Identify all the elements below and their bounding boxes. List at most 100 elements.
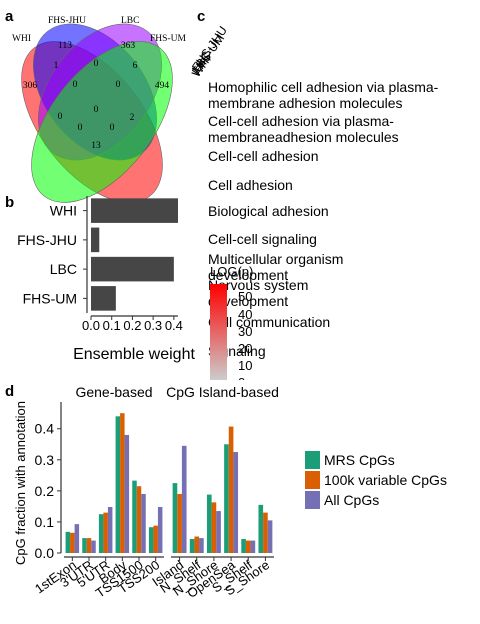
panel-label-b: b xyxy=(5,194,14,211)
venn-count: 0 xyxy=(73,80,78,90)
y-tick-label: 0.1 xyxy=(35,514,55,530)
venn-count: 0 xyxy=(94,59,99,69)
bar xyxy=(199,538,204,553)
bar xyxy=(228,426,234,553)
bar xyxy=(148,527,154,553)
venn-count: 0 xyxy=(94,105,99,115)
bar xyxy=(86,538,92,553)
venn-diagram xyxy=(21,23,173,203)
venn-count: 494 xyxy=(155,81,170,91)
go-term-label: development xyxy=(208,267,288,283)
series-legend: MRS CpGs 100k variable CpGs All CpGs xyxy=(305,451,447,509)
bar xyxy=(70,532,75,553)
legend-label: All CpGs xyxy=(324,492,379,508)
y-tick-label: LBC xyxy=(50,261,77,277)
y-tick-label: WHI xyxy=(50,203,77,219)
bar xyxy=(103,512,108,553)
bar xyxy=(177,493,182,553)
go-term-label: Biological adhesion xyxy=(208,203,329,219)
go-term-label: Multicellular organism xyxy=(208,251,343,267)
venn-count: 1 xyxy=(54,61,59,71)
venn-label-fhs-jhu: FHS-JHU xyxy=(48,16,86,26)
venn-label-fhs-um: FHS-UM xyxy=(150,34,186,44)
x-axis-title: Ensemble weight xyxy=(73,346,195,363)
x-tick-label: 0.2 xyxy=(123,318,141,333)
venn-set-fhs-um xyxy=(31,41,173,203)
legend-label: MRS CpGs xyxy=(324,452,395,468)
x-tick-label: 0.3 xyxy=(144,318,162,333)
bar xyxy=(241,539,246,553)
legend-swatch-all xyxy=(305,491,320,509)
bar xyxy=(194,536,200,553)
bar xyxy=(91,227,100,253)
bar xyxy=(91,198,178,223)
bar xyxy=(115,416,121,553)
go-term-label: membrane adhesion molecules xyxy=(208,95,403,111)
bar xyxy=(224,444,229,553)
go-term-label: Cell adhesion xyxy=(208,177,293,193)
bar xyxy=(132,480,137,553)
bar xyxy=(153,525,158,553)
x-tick-label: 0.1 xyxy=(103,318,121,333)
venn-label-whi: WHI xyxy=(12,34,31,44)
bar xyxy=(91,540,96,553)
bar xyxy=(124,434,130,553)
bar xyxy=(258,504,264,553)
bar xyxy=(82,538,87,553)
bar xyxy=(189,539,195,553)
venn-count: 2 xyxy=(130,113,135,123)
facet-clip-bg xyxy=(167,380,278,402)
bar xyxy=(98,514,104,553)
bar xyxy=(91,286,116,311)
y-tick-label: FHS-UM xyxy=(23,290,77,306)
y-tick-label: 0.4 xyxy=(35,421,55,437)
go-term-label: Nervous system xyxy=(208,277,308,293)
bar xyxy=(250,540,256,553)
bar xyxy=(172,483,178,553)
ensemble-weight-chart: WHI FHS-JHU LBC FHS-UM 0.0 0.1 0.2 0.3 0.4 Ensemb… xyxy=(17,196,195,363)
go-term-label: Cell-cell adhesion xyxy=(208,148,319,164)
y-axis-title: CpG fraction with annotation xyxy=(13,401,28,565)
panel-label-a: a xyxy=(5,8,14,25)
facet-strip-label: CpG Island-based xyxy=(166,384,279,400)
bar xyxy=(141,493,146,553)
bar xyxy=(91,256,174,282)
bar xyxy=(157,507,163,553)
panel-label-c: c xyxy=(197,8,205,25)
go-term-label: Homophilic cell adhesion via plasma- xyxy=(208,79,439,95)
y-tick-label: 0.2 xyxy=(35,483,55,499)
legend-colorbar xyxy=(210,284,227,380)
panel-label-d: d xyxy=(5,383,14,400)
go-term-label: Cell communication xyxy=(208,314,330,330)
go-term-label: Cell-cell adhesion via plasma- xyxy=(208,113,394,129)
legend-title: LOG(p) xyxy=(210,264,253,279)
venn-count: 113 xyxy=(58,41,72,51)
legend-tick-label: 20 xyxy=(238,341,252,356)
go-term-label: Cell-cell signaling xyxy=(208,231,317,247)
legend-tick-label: 40 xyxy=(238,307,252,322)
bar xyxy=(211,502,217,553)
venn-count: 0 xyxy=(116,80,121,90)
bar xyxy=(136,486,142,553)
y-tick-label: FHS-JHU xyxy=(17,232,77,248)
bar xyxy=(245,540,251,553)
log-p-legend: LOG(p) 50 40 30 20 10 0 xyxy=(210,264,253,390)
bar xyxy=(263,512,268,553)
venn-count: 363 xyxy=(121,41,136,51)
y-tick-label: 0.0 xyxy=(35,545,55,561)
venn-count: 6 xyxy=(133,61,138,71)
x-tick-label: 0.0 xyxy=(82,318,100,333)
legend-tick-label: 10 xyxy=(238,358,252,373)
bar xyxy=(74,524,80,553)
venn-count: 0 xyxy=(110,123,115,133)
facet-panel: CpG Island-basedIslandN_ShelfN_ShoreOpen… xyxy=(149,380,279,601)
legend-swatch-100k xyxy=(305,471,320,489)
annotation-fraction-chart: 0.0 0.1 0.2 0.3 0.4 CpG fraction with annotat… xyxy=(13,380,279,601)
x-tick-label: 0.4 xyxy=(165,318,183,333)
legend-label: 100k variable CpGs xyxy=(324,472,447,488)
bar xyxy=(206,494,212,553)
venn-count: 0 xyxy=(58,112,63,122)
bar xyxy=(181,445,187,553)
venn-count: 0 xyxy=(78,123,83,133)
